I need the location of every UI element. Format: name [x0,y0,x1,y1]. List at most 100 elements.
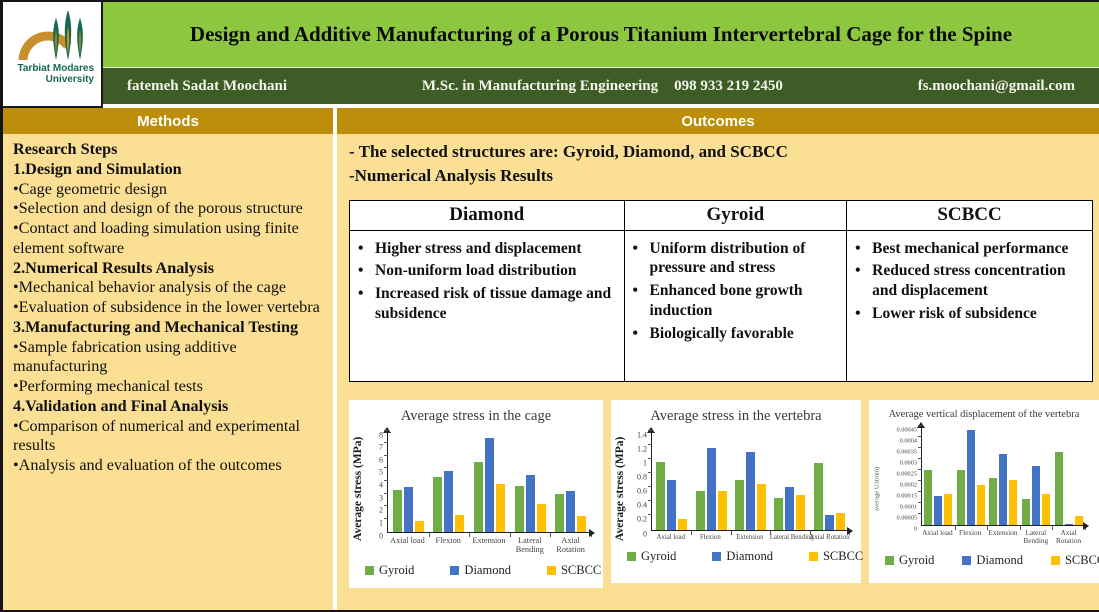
bar-gyroid-extension [473,461,483,532]
y-tick-label: 0 [379,531,383,541]
y-tick-mark [918,501,922,503]
y-tick-label: 1.2 [637,444,647,454]
y-tick-label: 1 [643,458,647,468]
bar-scbcc-extension [495,483,505,532]
title-bar: Design and Additive Manufacturing of a P… [103,2,1099,68]
legend-item-diamond: Diamond [962,553,1023,568]
y-tick-label: 0.0004 [899,437,917,445]
bar-scbcc-flexion [455,514,465,532]
x-axis-label: Flexion [435,535,461,545]
y-tick-mark [648,472,652,474]
author-email: fs.moochani@gmail.com [917,77,1075,94]
bar-gyroid-axial-rotation [1054,452,1063,525]
plot: 0 0.00005 0.0001 0.00015 0.0002 0.00025 0.0003… [897,421,1089,532]
y-tick-label: 4 [379,480,383,490]
bar-gyroid-lateral-bending [774,498,784,530]
university-name: Tarbiat Modares University [6,63,98,85]
bar-diamond-extension [484,438,494,532]
author-degree: M.Sc. in Manufacturing Engineering [421,77,659,94]
bar-group-flexion [955,426,988,525]
y-tick-label: 6 [379,455,383,465]
bullet-dot: • [358,239,364,257]
y-tick-label: 0.00025 [896,470,917,478]
bullet-dot: • [632,324,638,342]
x-tick-mark [469,532,471,537]
y-axis-label: average U3(mm) [873,466,881,511]
comparison-table: Diamond • Higher stress and displacement • N… [349,199,1093,382]
column-divider [333,104,337,610]
bar-gyroid-flexion [956,469,965,525]
x-axis-label: Extension [988,527,1018,537]
y-tick-label: 2 [379,505,383,515]
legend-swatch [808,552,818,562]
bar-group-axial-rotation [810,431,849,530]
x-axis-label: Axial Rotation [556,535,585,555]
comparison-column-header: Gyroid [624,201,847,231]
x-axis-label: Lateral Bending [769,533,814,541]
x-tick-mark [730,530,732,535]
comparison-column-diamond: Diamond • Higher stress and displacement • N… [350,200,625,381]
legend-item-gyroid: Gyroid [365,563,414,578]
y-tick-label: 8 [379,430,383,440]
comparison-bullet: • Lower risk of subsidence [855,304,1086,324]
legend-label: Diamond [726,549,773,564]
x-axis-label: Lateral Bending [1023,527,1049,545]
legend-label: SCBCC [822,549,864,564]
bullet-text: Higher stress and displacement [375,239,582,257]
chart-legend: Gyroid Diamond SCBCC [885,553,1099,568]
y-tick-mark [384,480,388,482]
bar-diamond-flexion [444,471,454,532]
methods-list: Research Steps 1.Design and Simulation •Ca… [13,140,327,476]
legend-item-scbcc: SCBCC [808,549,864,564]
methods-heading: 4.Validation and Final Analysis [13,396,229,415]
bar-gyroid-extension [735,480,745,530]
comparison-bullet: • Biologically favorable [633,324,841,344]
outcomes-intro-line-2: -Numerical Analysis Results [349,165,553,185]
bar-scbcc-axial-load [678,519,688,530]
x-axis-labels: Axial load Flexion Extension Lateral Bendin… [921,527,1085,546]
bar-group-flexion [429,431,470,532]
y-tick-label: 0.0001 [899,503,917,511]
legend-swatch [1050,556,1060,566]
bar-scbcc-lateral-bending [796,494,806,530]
bar-gyroid-flexion [695,490,705,530]
y-tick-label: 0.2 [637,514,647,524]
x-tick-mark [770,530,772,535]
x-axis-label: Axial Rotation [809,533,850,541]
y-tick-mark [648,443,652,445]
bullet-text: Enhanced bone growth induction [649,282,803,320]
x-tick-mark [987,525,989,530]
x-axis-label: Flexion [959,527,982,537]
plot-area: 0 0.00005 0.0001 0.00015 0.0002 0.00025 0.0003… [897,421,1089,532]
y-tick-mark [384,454,388,456]
methods-bullet: •Performing mechanical tests [13,377,203,396]
legend-swatch [712,552,722,562]
charts-row: Average stress in the cage Average stress… [349,399,1099,588]
comparison-bullet: • Uniform distribution of pressure and st… [633,239,841,279]
methods-section-header: Methods [3,108,333,134]
bar-diamond-lateral-bending [1032,466,1041,525]
methods-bullet: •Contact and loading simulation using fi… [13,219,299,257]
header-separator [103,104,1099,108]
chart-legend: Gyroid Diamond SCBCC [627,549,863,564]
bar-diamond-flexion [966,430,975,525]
legend-item-diamond: Diamond [450,563,511,578]
chart-average-stress-cage: Average stress in the cage Average stress… [349,399,603,588]
tarbiat-modares-logo-icon [18,10,83,61]
bar-group-lateral-bending [770,431,809,530]
y-tick-mark [384,517,388,519]
bullet-text: Increased risk of tissue damage and subs… [375,285,612,323]
chart-average-stress-vertebra: Average stress in the vertebra Average st… [611,399,863,583]
y-tick-mark [648,500,652,502]
bar-group-extension [731,431,770,530]
y-tick-mark [648,429,652,431]
bar-group-axial-rotation [1052,426,1085,525]
y-tick-mark [384,467,388,469]
section-header-row: Methods Outcomes [3,108,1099,134]
methods-bullet: •Evaluation of subsidence in the lower v… [13,298,320,317]
x-tick-mark [1085,525,1086,530]
bullet-dot: • [855,262,861,280]
x-tick-mark [509,532,511,537]
bullet-dot: • [632,239,638,257]
